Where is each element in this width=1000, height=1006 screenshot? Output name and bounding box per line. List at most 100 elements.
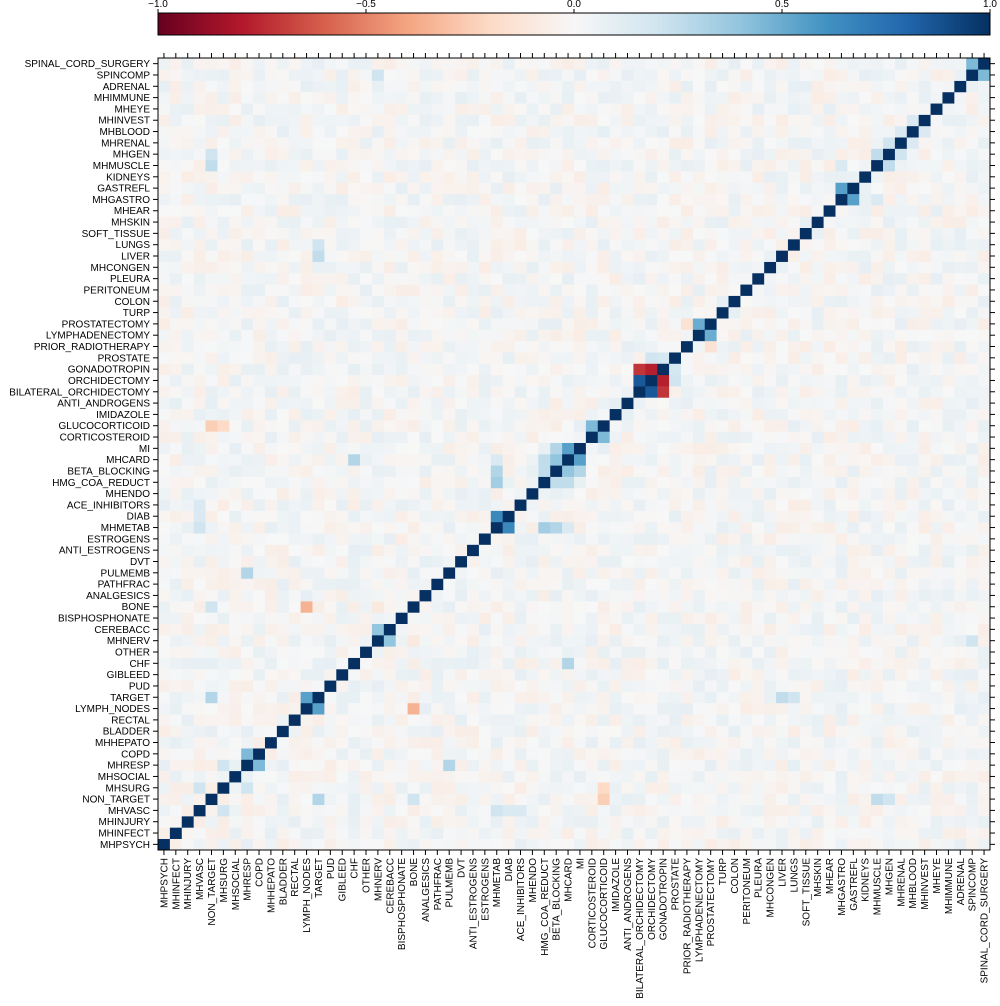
heatmap-cell <box>574 171 587 183</box>
heatmap-cell <box>169 816 183 828</box>
heatmap-cell <box>395 804 408 817</box>
heatmap-cell <box>229 827 242 839</box>
heatmap-cell <box>704 318 717 330</box>
heatmap-cell <box>894 431 908 443</box>
heatmap-cell <box>478 635 492 647</box>
heatmap-cell <box>288 193 301 206</box>
heatmap-cell <box>193 329 206 342</box>
heatmap-cell <box>467 261 480 274</box>
heatmap-cell <box>728 205 741 217</box>
heatmap-cell <box>776 363 789 376</box>
heatmap-cell <box>455 125 468 138</box>
heatmap-cell <box>538 714 551 726</box>
heatmap-cell <box>455 793 468 806</box>
heatmap-cell <box>253 657 266 670</box>
heatmap-cell <box>978 759 991 772</box>
heatmap-cell <box>158 816 171 828</box>
heatmap-cell <box>764 510 777 523</box>
heatmap-cell <box>799 770 813 783</box>
heatmap-cell <box>930 623 943 636</box>
heatmap-cell <box>241 454 254 466</box>
heatmap-cell <box>728 442 741 455</box>
heatmap-cell <box>740 250 753 262</box>
heatmap-cell <box>633 657 646 670</box>
heatmap-cell <box>716 386 729 398</box>
heatmap-cell <box>383 193 397 206</box>
heatmap-cell <box>942 646 955 658</box>
heatmap-cell <box>704 714 717 726</box>
heatmap-cell <box>360 782 373 794</box>
heatmap-cell <box>502 216 515 229</box>
heatmap-cell <box>562 306 575 319</box>
heatmap-cell <box>455 521 468 534</box>
heatmap-cell <box>324 499 337 511</box>
heatmap-cell <box>193 420 206 432</box>
heatmap-cell <box>883 182 896 195</box>
heatmap-cell <box>478 702 492 715</box>
heatmap-cell <box>847 736 860 749</box>
heatmap-cell <box>514 420 527 432</box>
heatmap-cell <box>942 91 955 104</box>
heatmap-cell <box>538 454 551 466</box>
heatmap-cell <box>633 363 646 376</box>
heatmap-cell <box>657 601 670 613</box>
heatmap-cell <box>776 533 789 545</box>
heatmap-cell <box>906 318 919 330</box>
heatmap-cell <box>680 770 694 783</box>
heatmap-cell <box>954 261 967 274</box>
heatmap-cell <box>455 668 468 681</box>
heatmap-cell <box>669 125 682 138</box>
heatmap-cell <box>181 69 194 81</box>
heatmap-cell <box>158 250 171 262</box>
heatmap-cell <box>229 702 242 715</box>
heatmap-cell <box>562 770 575 783</box>
heatmap-cell <box>431 431 444 443</box>
heatmap-cell <box>574 295 587 308</box>
heatmap-cell <box>942 295 955 308</box>
heatmap-cell <box>490 171 503 183</box>
heatmap-cell <box>300 657 313 670</box>
heatmap-cell <box>514 544 527 557</box>
heatmap-cell <box>455 442 468 455</box>
heatmap-cell <box>205 329 218 342</box>
heatmap-cell <box>704 702 717 715</box>
heatmap-cell <box>585 171 599 183</box>
heatmap-cell <box>954 397 967 410</box>
heatmap-cell <box>502 635 515 647</box>
heatmap-cell <box>348 250 361 262</box>
heatmap-cell <box>574 193 587 206</box>
heatmap-cell <box>300 58 313 70</box>
heatmap-cell <box>562 193 575 206</box>
heatmap-cell <box>526 487 539 500</box>
heatmap-cell <box>574 657 587 670</box>
heatmap-cell <box>300 374 313 387</box>
heatmap-cell <box>562 159 575 172</box>
heatmap-cell <box>835 601 848 613</box>
heatmap-cell <box>716 182 729 195</box>
heatmap-cell <box>978 69 991 81</box>
heatmap-cell <box>181 261 194 274</box>
heatmap-cell <box>562 103 575 115</box>
heatmap-cell <box>229 114 242 127</box>
heatmap-cell <box>253 216 266 229</box>
heatmap-cell <box>264 442 278 455</box>
heatmap-cell <box>966 386 979 398</box>
heatmap-cell <box>312 589 325 602</box>
heatmap-cell <box>241 555 254 568</box>
heatmap-cell <box>728 397 741 410</box>
heatmap-cell <box>776 770 789 783</box>
heatmap-cell <box>633 601 646 613</box>
heatmap-cell <box>680 782 694 794</box>
heatmap-cell <box>312 635 325 647</box>
heatmap-cell <box>324 465 337 477</box>
heatmap-cell <box>253 816 266 828</box>
heatmap-cell <box>752 804 765 817</box>
heatmap-cell <box>312 216 325 229</box>
heatmap-cell <box>835 827 848 839</box>
heatmap-cell <box>692 386 706 398</box>
heatmap-cell <box>193 578 206 591</box>
heatmap-cell <box>538 318 551 330</box>
heatmap-cell <box>550 589 563 602</box>
heatmap-cell <box>669 533 682 545</box>
heatmap-cell <box>859 182 872 195</box>
